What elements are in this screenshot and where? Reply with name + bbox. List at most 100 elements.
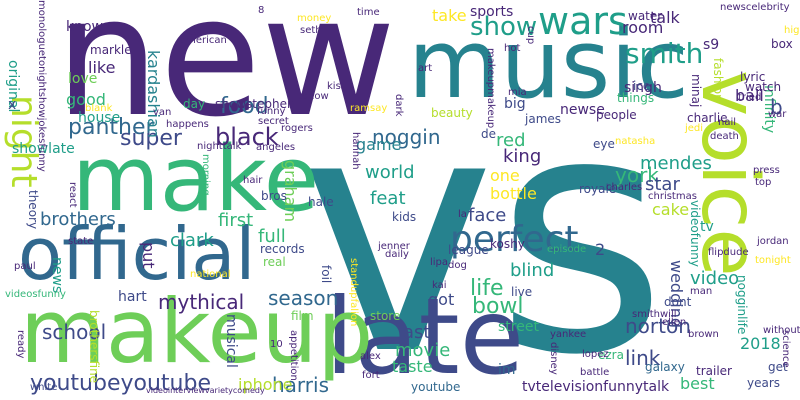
cloud-word-kai: kai [432, 280, 447, 291]
cloud-word-things: things [617, 91, 655, 105]
cloud-word-x: x [8, 97, 17, 113]
cloud-word-star: star [645, 174, 680, 195]
cloud-word-nogginlife: nogginlife [735, 275, 749, 335]
cloud-word-news: news [49, 257, 65, 294]
cloud-word-noggin: noggin [372, 125, 441, 149]
cloud-word-makeupmakeup: makeupmakeup [485, 48, 496, 129]
cloud-word-markle: markle [90, 43, 132, 57]
cloud-word-galaxy: galaxy [645, 360, 685, 374]
cloud-word-ice: ice [633, 79, 651, 93]
cloud-word-cake: cake [652, 200, 690, 219]
cloud-word-last: last [398, 322, 431, 343]
cloud-word-without: without [763, 325, 800, 336]
cloud-word-ezra: ezra [598, 348, 624, 362]
cloud-word-fort: fort [362, 370, 380, 381]
cloud-word-theory: theory [26, 190, 40, 230]
cloud-word-secret: secret [258, 116, 289, 127]
cloud-word-james: james [525, 112, 562, 126]
cloud-word-seth: seth [300, 25, 322, 36]
cloud-word-season: season [268, 286, 339, 310]
cloud-word-feat: feat [370, 188, 406, 209]
cloud-word-full: full [258, 226, 286, 247]
cloud-word-film: film [291, 309, 314, 323]
cloud-word-charlie: charlie [687, 111, 728, 125]
cloud-word-musical: musical [223, 314, 239, 368]
cloud-word-money: money [297, 13, 332, 24]
cloud-word-lopez: lopez [582, 349, 609, 360]
cloud-word-american: american [180, 35, 227, 46]
cloud-word-good: good [66, 90, 106, 109]
cloud-word-trailer: trailer [696, 364, 732, 378]
cloud-word-videofunny: videofunny [688, 200, 702, 267]
cloud-word-de: de [481, 127, 496, 141]
cloud-word-cup: cup [525, 26, 536, 45]
cloud-word-appetition: appetition [288, 330, 299, 381]
cloud-word-christmas: christmas [648, 191, 697, 202]
cloud-word-perfect: perfect [450, 219, 579, 260]
cloud-word-real: real [263, 255, 286, 269]
cloud-word-national: national [190, 269, 231, 280]
cloud-word-newse: newse [560, 102, 605, 118]
cloud-word-angeles: angeles [256, 142, 296, 153]
cloud-word-jenner: jenner [378, 241, 410, 252]
cloud-word-disney: disney [548, 342, 559, 375]
cloud-word-take: take [432, 6, 467, 25]
cloud-word-video: video [690, 268, 740, 289]
cloud-word-hart: hart [118, 289, 147, 305]
cloud-word-like: like [88, 58, 116, 77]
cloud-word-mendes: mendes [640, 153, 712, 174]
cloud-word-records: records [260, 242, 305, 256]
cloud-word-super: super [120, 126, 182, 151]
cloud-word-life: life [470, 276, 504, 301]
cloud-word-iphone: iphone [238, 375, 293, 394]
cloud-word-episode: episode [547, 244, 587, 255]
cloud-word-smithwill: smithwill [632, 309, 677, 320]
cloud-word-van: van [153, 107, 172, 118]
cloud-word-put: put [139, 242, 158, 269]
cloud-word-street: street [498, 319, 539, 335]
cloud-word-house: house [78, 110, 121, 126]
cloud-word-natasha: natasha [615, 136, 656, 147]
cloud-word-science: science [780, 330, 791, 368]
cloud-word-man: man [690, 286, 713, 297]
cloud-word-flipdude: flipdude [708, 247, 749, 258]
cloud-word-funny: funny [257, 106, 286, 117]
cloud-word-make: make [72, 127, 320, 232]
cloud-word-monologuetonightshowjokesfunny: monologuetonightshowjokesfunny [36, 0, 47, 172]
cloud-word-league: league [448, 243, 489, 257]
cloud-word-morning: morning [200, 154, 211, 196]
cloud-word-bowl: bowl [472, 294, 524, 319]
cloud-word-dont: dont [664, 295, 692, 309]
cloud-word-movie: movie [395, 340, 451, 361]
cloud-word-10: 10 [270, 339, 283, 350]
cloud-word-york: york [615, 163, 659, 187]
cloud-word-battle: battle [580, 367, 610, 378]
cloud-word-tvtelevisionfunnytalk: tvtelevisionfunnytalk [522, 379, 670, 395]
cloud-word-mythical: mythical [158, 290, 245, 314]
cloud-word-charles: charles [606, 182, 643, 193]
cloud-word-ready: ready [15, 330, 26, 359]
cloud-word-hair: hair [243, 175, 263, 186]
cloud-word-hale: hale [308, 195, 334, 209]
cloud-word-food: food [220, 94, 269, 119]
cloud-word-one: one [490, 166, 520, 185]
cloud-word-youtube: youtube [411, 380, 461, 394]
cloud-word-tonow: tonow [298, 91, 329, 102]
cloud-word-king: king [503, 146, 542, 167]
cloud-word-death: death [710, 131, 739, 142]
cloud-word-hannah: hannah [350, 132, 361, 170]
cloud-word-dog: dog [448, 260, 467, 271]
cloud-word-war: war [768, 109, 787, 120]
cloud-word-happens: happens [166, 119, 209, 130]
cloud-word-watch: watch [745, 80, 782, 94]
cloud-word-talk: talk [650, 8, 680, 27]
cloud-word-videosfunny: videosfunny [5, 289, 66, 300]
cloud-word-lyric: lyric [740, 70, 766, 84]
cloud-word-top: top [755, 177, 772, 188]
cloud-word-mia: mia [508, 87, 527, 98]
cloud-word-2: 2 [595, 240, 606, 259]
cloud-word-high: high [784, 25, 800, 36]
cloud-word-ellen: ellen [662, 317, 687, 328]
cloud-word-dark: dark [393, 94, 404, 117]
